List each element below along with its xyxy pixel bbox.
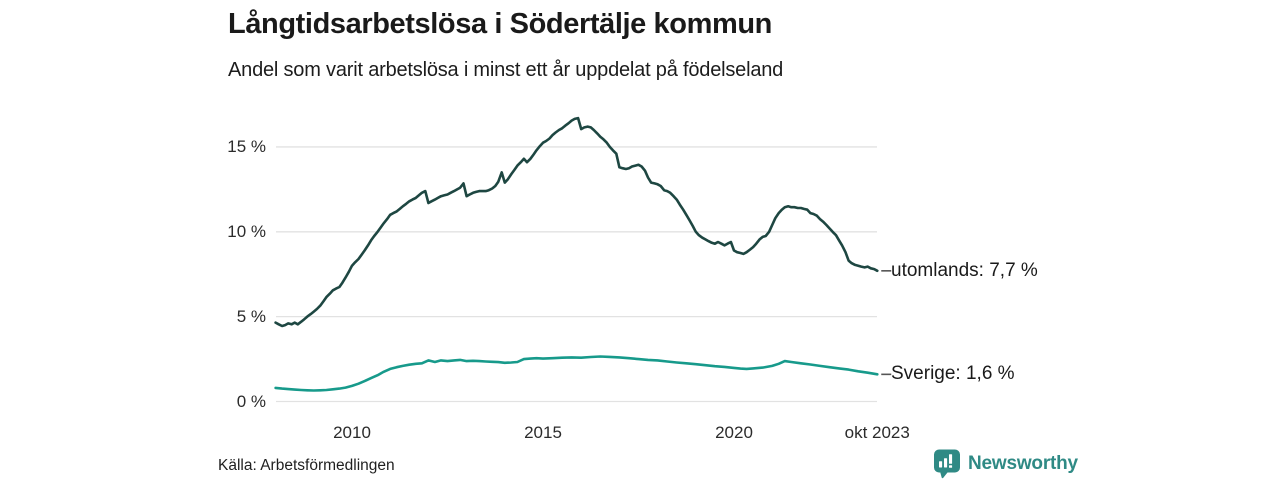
chart-subtitle: Andel som varit arbetslösa i minst ett å… — [228, 59, 784, 81]
series-end-label-utomlands: utomlands: 7,7 % — [891, 259, 1038, 281]
x-tick-label: 2010 — [333, 423, 371, 442]
series-lines — [274, 116, 879, 392]
series-line-utomlands — [274, 116, 879, 328]
y-tick-label: 15 % — [227, 136, 266, 156]
gridlines — [276, 146, 877, 403]
y-tick-label: 5 % — [236, 306, 266, 326]
y-tick-label: 10 % — [227, 221, 266, 241]
x-tick-label: 2020 — [715, 423, 753, 442]
newsworthy-wordmark: Newsworthy — [968, 453, 1078, 474]
series-end-label-Sverige: Sverige: 1,6 % — [891, 363, 1015, 385]
newsworthy-branding: Newsworthy — [933, 449, 1078, 479]
label-leader-dashes — [881, 270, 892, 376]
x-tick-label: okt 2023 — [844, 423, 910, 442]
page-title: Långtidsarbetslösa i Södertälje kommun — [228, 8, 772, 40]
y-tick-label: 0 % — [236, 391, 266, 411]
x-tick-label: 2015 — [524, 423, 562, 442]
source-caption: Källa: Arbetsförmedlingen — [218, 457, 395, 474]
series-line-Sverige — [274, 355, 879, 392]
newsworthy-pin-bar-chart-icon — [934, 449, 960, 479]
